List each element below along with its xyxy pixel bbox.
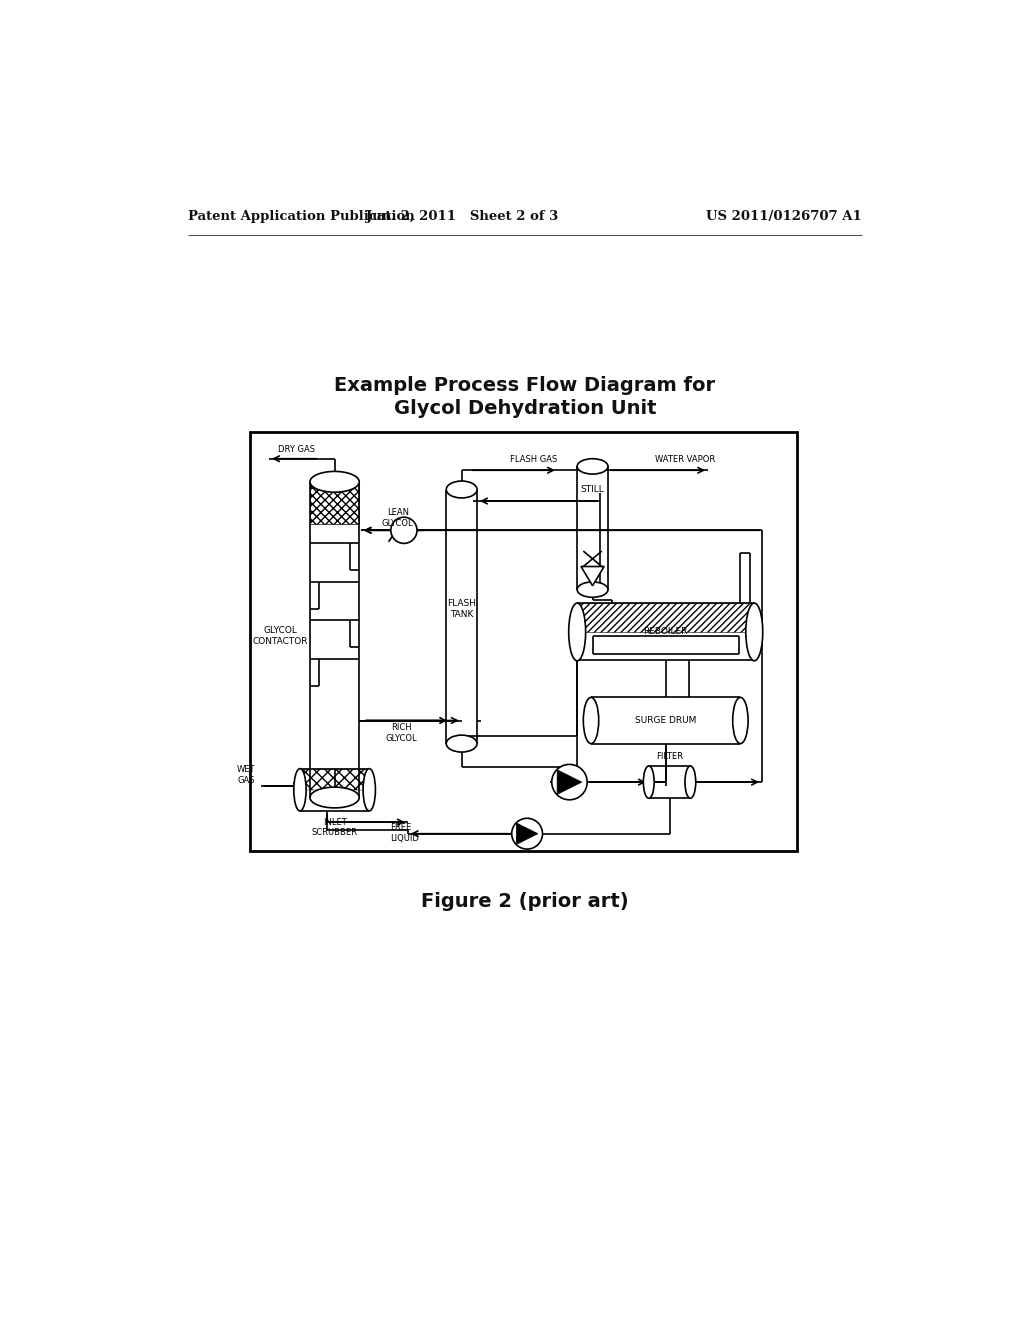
Text: Jun. 2, 2011   Sheet 2 of 3: Jun. 2, 2011 Sheet 2 of 3 [366, 210, 558, 223]
Ellipse shape [685, 766, 695, 799]
Bar [310, 482, 359, 524]
Ellipse shape [733, 697, 749, 743]
Text: INLET
SCRUBBER: INLET SCRUBBER [311, 818, 357, 837]
Ellipse shape [364, 768, 376, 810]
Text: WET
GAS: WET GAS [237, 766, 255, 785]
Text: STILL: STILL [581, 484, 604, 494]
Text: GLYCOL
CONTACTOR: GLYCOL CONTACTOR [253, 626, 308, 645]
Text: REBOILER: REBOILER [643, 627, 688, 636]
Text: Example Process Flow Diagram for: Example Process Flow Diagram for [334, 376, 716, 395]
Text: RICH
GLYCOL: RICH GLYCOL [386, 723, 418, 743]
Polygon shape [557, 770, 582, 795]
Text: Patent Application Publication: Patent Application Publication [188, 210, 415, 223]
Ellipse shape [310, 787, 359, 808]
Ellipse shape [578, 582, 608, 598]
Ellipse shape [745, 603, 763, 661]
Ellipse shape [568, 603, 586, 661]
Text: Figure 2 (prior art): Figure 2 (prior art) [421, 892, 629, 911]
Bar [300, 770, 370, 789]
Circle shape [391, 517, 417, 544]
Circle shape [512, 818, 543, 849]
Circle shape [552, 764, 587, 800]
Text: LEAN
GLYCOL: LEAN GLYCOL [382, 508, 414, 528]
Bar [250, 432, 797, 851]
Text: WATER VAPOR: WATER VAPOR [654, 455, 715, 463]
Ellipse shape [584, 697, 599, 743]
Text: FLASH GAS: FLASH GAS [510, 455, 557, 463]
Text: DRY GAS: DRY GAS [278, 445, 314, 454]
Ellipse shape [578, 459, 608, 474]
Text: FREE
LIQUID: FREE LIQUID [390, 824, 419, 842]
Polygon shape [516, 822, 538, 845]
Ellipse shape [446, 480, 477, 498]
Ellipse shape [446, 735, 477, 752]
Text: FLASH
TANK: FLASH TANK [447, 599, 476, 619]
Text: FILTER: FILTER [656, 752, 683, 762]
Text: US 2011/0126707 A1: US 2011/0126707 A1 [707, 210, 862, 223]
Ellipse shape [643, 766, 654, 799]
Bar [578, 603, 755, 632]
Ellipse shape [310, 471, 359, 492]
Ellipse shape [294, 768, 306, 810]
Polygon shape [581, 566, 604, 586]
Text: SURGE DRUM: SURGE DRUM [635, 715, 696, 725]
Text: Glycol Dehydration Unit: Glycol Dehydration Unit [393, 399, 656, 418]
